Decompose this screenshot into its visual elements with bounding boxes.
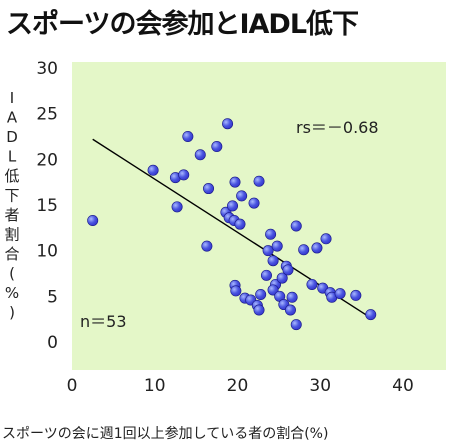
data-point	[211, 141, 223, 153]
data-point	[227, 200, 239, 212]
data-point	[248, 197, 260, 209]
data-point	[350, 289, 362, 301]
data-point	[265, 228, 277, 240]
y-tick-label: 20	[36, 150, 58, 170]
y-tick-label: 25	[36, 105, 58, 125]
y-axis-label: I A D L 低下者割合(%)	[4, 89, 19, 322]
data-point	[194, 149, 206, 161]
data-point	[276, 272, 288, 284]
x-tick-label: 30	[309, 376, 331, 396]
data-point	[234, 218, 246, 230]
y-tick-label: 0	[47, 333, 58, 353]
data-point	[230, 285, 242, 297]
data-point	[178, 169, 190, 181]
y-tick-label: 15	[36, 196, 58, 216]
x-tick-label: 10	[144, 376, 166, 396]
data-point	[253, 304, 265, 316]
data-point	[222, 118, 234, 130]
data-point	[290, 220, 302, 232]
data-point	[260, 269, 272, 281]
y-tick-label: 10	[36, 242, 58, 262]
data-point	[271, 240, 283, 252]
data-point	[282, 264, 294, 276]
data-point	[267, 255, 279, 267]
data-point	[262, 245, 274, 257]
data-point	[236, 190, 248, 202]
x-tick-label: 40	[392, 376, 414, 396]
data-point	[182, 131, 194, 143]
data-point	[298, 244, 310, 256]
data-point	[365, 309, 377, 321]
data-point	[284, 304, 296, 316]
y-tick-label: 30	[36, 59, 58, 79]
plot-background	[72, 62, 446, 370]
data-point	[201, 240, 213, 252]
correlation-annotation: rs＝－0.68	[296, 118, 379, 137]
data-point	[147, 164, 159, 176]
chart-title: スポーツの会参加とIADL低下	[6, 9, 359, 40]
data-points	[87, 118, 377, 331]
data-point	[334, 288, 346, 300]
x-tick-label: 20	[227, 376, 249, 396]
data-point	[306, 278, 318, 290]
x-axis-ticks: 0 10 20 30 40	[67, 376, 414, 396]
data-point	[171, 201, 183, 213]
x-tick-label: 0	[67, 376, 78, 396]
data-point	[229, 176, 241, 188]
sample-size-annotation: n＝53	[80, 312, 127, 331]
x-axis-label: スポーツの会に週1回以上参加している者の割合(%)	[2, 425, 328, 442]
data-point	[253, 175, 265, 187]
y-tick-label: 5	[47, 287, 58, 307]
data-point	[255, 289, 267, 301]
data-point	[290, 319, 302, 331]
data-point	[311, 242, 323, 254]
data-point	[267, 284, 279, 296]
data-point	[203, 183, 215, 195]
data-point	[320, 233, 332, 245]
data-point	[87, 215, 99, 227]
y-axis-ticks: 0 5 10 15 20 25 30	[36, 59, 58, 353]
data-point	[286, 291, 298, 303]
